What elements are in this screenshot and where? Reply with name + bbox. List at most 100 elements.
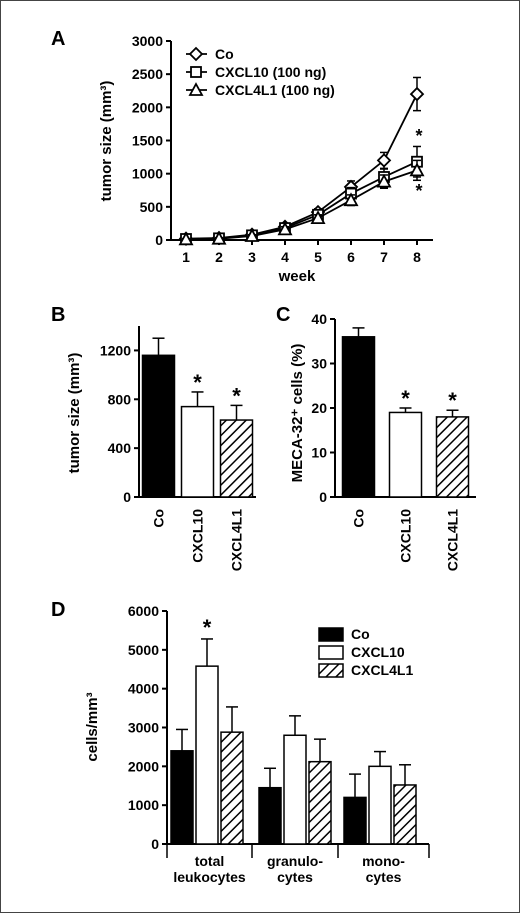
chart-c-ytick-label: 10 — [311, 445, 327, 461]
bar-co — [258, 786, 282, 845]
chart-c-ytick-label: 40 — [311, 311, 327, 327]
chart-a-ytick-label: 2000 — [132, 99, 163, 115]
bar-cxcl10 — [283, 734, 307, 845]
chart-b-ylabel: tumor size (mm³) — [66, 353, 83, 474]
group-label: cytes — [277, 869, 313, 885]
significance-asterisk: * — [232, 383, 241, 408]
legend-label-0: Co — [215, 46, 234, 62]
data-point-0 — [376, 153, 392, 168]
data-point-2 — [244, 228, 260, 242]
chart-d-ytick-label: 6000 — [128, 603, 159, 619]
significance-asterisk: * — [203, 615, 212, 640]
series-line-0 — [185, 93, 418, 240]
significance-asterisk: * — [193, 370, 202, 395]
chart-c-ytick-label: 0 — [319, 489, 327, 505]
legend-label-0: Co — [351, 626, 370, 642]
chart-a-ytick-label: 3000 — [132, 33, 163, 49]
bar-cxcl10 — [388, 411, 423, 498]
bar-cxcl4l1 — [435, 416, 470, 498]
chart-b-ytick-label: 400 — [108, 440, 132, 456]
chart-a-ytick-label: 500 — [140, 199, 164, 215]
legend-label-1: CXCL10 (100 ng) — [215, 64, 326, 80]
chart-a-xtick-label: 4 — [281, 249, 289, 265]
category-label: CXCL10 — [190, 509, 206, 563]
chart-d-legend: Co CXCL10 CXCL4L1 — [318, 626, 413, 678]
bar-cxcl4l1 — [220, 731, 244, 845]
bar-cxcl10 — [368, 765, 392, 845]
bar-co — [170, 750, 194, 845]
legend-swatch-0 — [318, 627, 344, 642]
legend-swatch-2 — [318, 663, 344, 678]
bar-co — [341, 336, 376, 498]
bar-co — [343, 796, 367, 845]
category-label: Co — [351, 509, 367, 528]
panel-letter-c: C — [276, 304, 290, 326]
data-point-2 — [409, 162, 425, 177]
chart-b-ytick-label: 800 — [108, 391, 132, 407]
panel-letter-b: B — [51, 304, 65, 326]
chart-a-ytick-label: 1000 — [132, 166, 163, 182]
chart-d-ytick-label: 3000 — [128, 720, 159, 736]
chart-b-ytick-label: 1200 — [100, 342, 131, 358]
chart-c-ylabel: MECA-32⁺ cells (%) — [289, 344, 306, 483]
chart-d: cells/mm³ 0 1000 2000 3000 4000 5000 6000 total… — [84, 603, 430, 885]
category-label: CXCL4L1 — [445, 509, 461, 571]
legend-marker-0 — [188, 46, 204, 62]
category-label: CXCL10 — [398, 509, 414, 563]
chart-a-xtick-label: 2 — [215, 249, 223, 265]
data-point-2 — [310, 210, 326, 225]
chart-a-xtick-label: 8 — [413, 249, 421, 265]
legend-swatch-1 — [318, 645, 344, 660]
group-label: granulo- — [267, 853, 323, 869]
legend-marker-2 — [188, 82, 204, 96]
chart-d-ytick-label: 5000 — [128, 642, 159, 658]
chart-a-ytick-label: 2500 — [132, 66, 163, 82]
chart-a-xtick-label: 6 — [347, 249, 355, 265]
chart-a-xlabel: week — [278, 268, 316, 285]
chart-d-ytick-label: 1000 — [128, 797, 159, 813]
bar-cxcl10 — [180, 405, 215, 498]
panel-letter-a: A — [51, 28, 65, 50]
data-point-2 — [211, 230, 227, 245]
chart-c-ytick-label: 30 — [311, 356, 327, 372]
legend-marker-1 — [190, 66, 202, 78]
bar-cxcl4l1 — [308, 760, 332, 845]
chart-d-ytick-label: 2000 — [128, 758, 159, 774]
bar-cxcl4l1 — [393, 784, 417, 845]
significance-asterisk: * — [415, 181, 422, 201]
chart-c-ytick-label: 20 — [311, 400, 327, 416]
chart-c: MECA-32⁺ cells (%) 0 10 20 30 40 Co CXCL10 CXCL… — [289, 311, 476, 571]
legend-label-2: CXCL4L1 — [351, 662, 413, 678]
significance-asterisk: * — [415, 126, 422, 146]
significance-asterisk: * — [448, 388, 457, 413]
chart-a-xtick-label: 7 — [380, 249, 388, 265]
panel-letter-d: D — [51, 599, 65, 621]
chart-a-xtick-label: 5 — [314, 249, 322, 265]
bar-cxcl10 — [195, 665, 219, 845]
group-label: mono- — [362, 853, 405, 869]
group-label: cytes — [366, 869, 402, 885]
chart-b: tumor size (mm³) 0 400 800 1200 Co CXCL10 CXCL… — [66, 326, 256, 571]
group-label: total — [195, 853, 225, 869]
chart-b-ytick-label: 0 — [123, 489, 131, 505]
chart-a-ytick-label: 0 — [155, 232, 163, 248]
chart-a-xtick-label: 1 — [182, 249, 190, 265]
chart-d-ytick-label: 0 — [151, 836, 159, 852]
legend-label-1: CXCL10 — [351, 644, 405, 660]
data-point-2 — [376, 173, 392, 188]
chart-a-ytick-label: 1500 — [132, 133, 163, 149]
group-label: leukocytes — [173, 869, 246, 885]
chart-d-ytick-label: 4000 — [128, 681, 159, 697]
chart-d-ylabel: cells/mm³ — [84, 692, 101, 761]
bar-co — [141, 354, 176, 498]
legend-label-2: CXCL4L1 (100 ng) — [215, 82, 335, 98]
bar-cxcl4l1 — [219, 419, 254, 498]
chart-a-ylabel: tumor size (mm³) — [98, 81, 115, 202]
significance-asterisk: * — [401, 386, 410, 411]
data-point-2 — [277, 221, 293, 236]
chart-a: tumor size (mm³) week 050010001500200025… — [98, 33, 433, 285]
category-label: CXCL4L1 — [229, 509, 245, 571]
category-label: Co — [151, 509, 167, 528]
